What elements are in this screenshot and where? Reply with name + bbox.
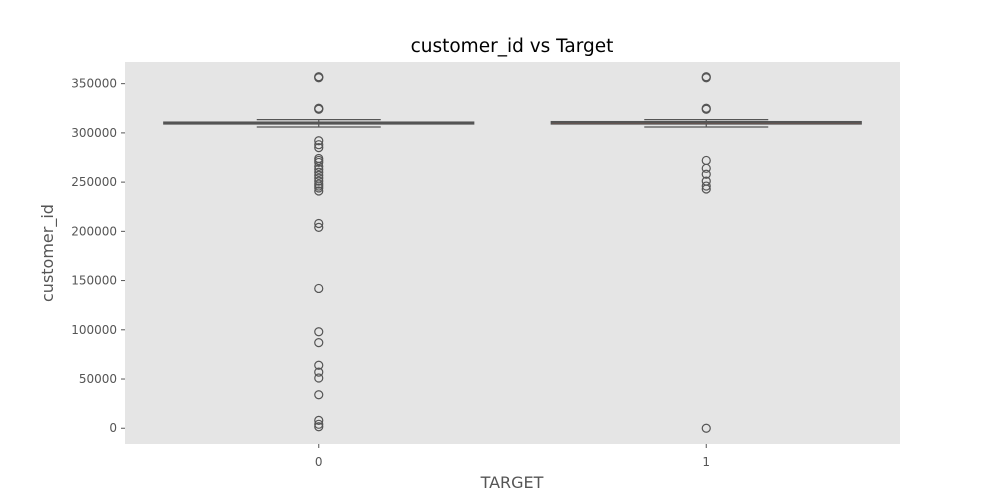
y-axis-label: customer_id <box>38 204 58 302</box>
x-axis-label: TARGET <box>480 473 544 492</box>
chart-title: customer_id vs Target <box>411 36 614 57</box>
y-axis-ticks: 0 50000 100000 150000 200000 250000 300000 3500… <box>71 77 125 436</box>
plot-area <box>125 62 900 444</box>
x-tick-label: 1 <box>702 455 710 469</box>
y-tick-label: 100000 <box>71 323 117 337</box>
y-tick-label: 200000 <box>71 224 117 238</box>
y-tick-label: 250000 <box>71 175 117 189</box>
x-tick-label: 0 <box>315 455 323 469</box>
y-tick-label: 50000 <box>79 372 117 386</box>
y-tick-label: 350000 <box>71 77 117 91</box>
y-tick-label: 150000 <box>71 274 117 288</box>
y-tick-label: 0 <box>109 421 117 435</box>
y-tick-label: 300000 <box>71 126 117 140</box>
